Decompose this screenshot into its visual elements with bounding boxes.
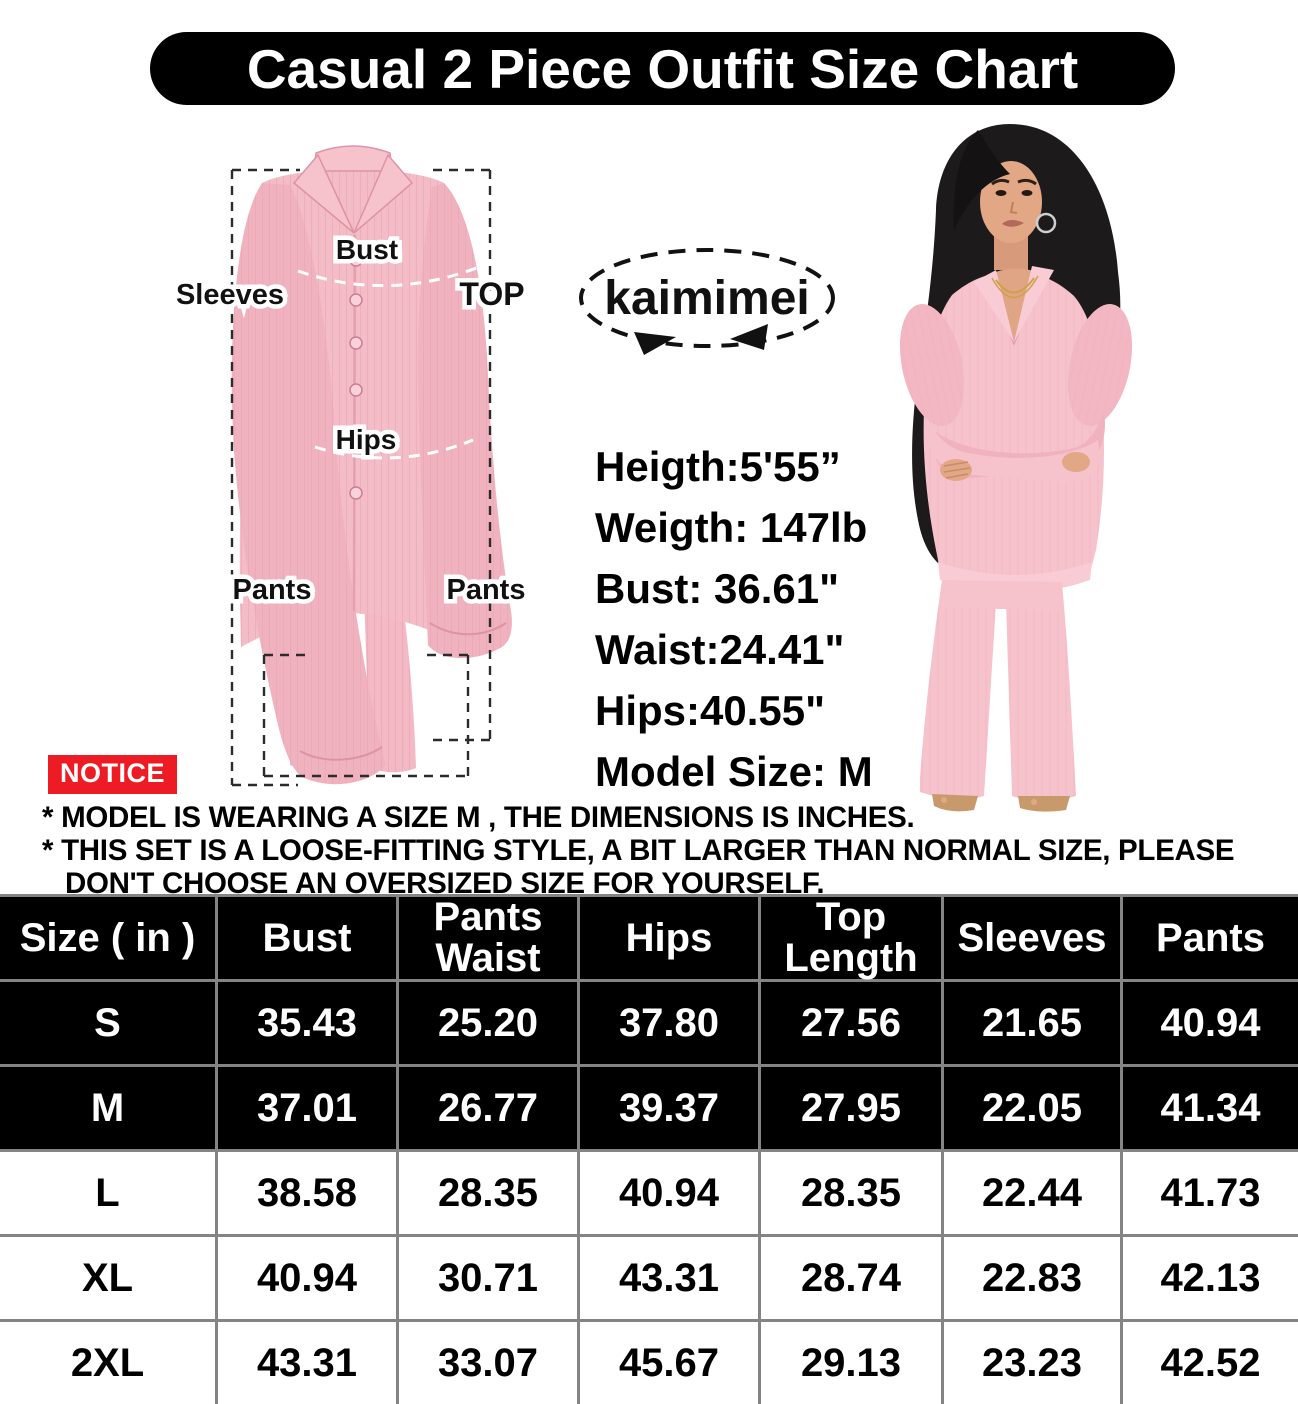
cell-size: XL: [0, 1237, 215, 1319]
model-measurements: Heigth:5'55” Weigth: 147lb Bust: 36.61" …: [595, 436, 873, 802]
cell-value: 39.37: [580, 1067, 758, 1149]
title-banner: Casual 2 Piece Outfit Size Chart: [150, 32, 1175, 105]
cell-value: 21.65: [944, 982, 1120, 1064]
cell-value: 22.83: [944, 1237, 1120, 1319]
cell-value: 41.73: [1123, 1152, 1298, 1234]
cell-value: 42.52: [1123, 1322, 1298, 1404]
cell-value: 40.94: [218, 1237, 396, 1319]
cell-value: 22.05: [944, 1067, 1120, 1149]
page-title: Casual 2 Piece Outfit Size Chart: [246, 37, 1079, 100]
cell-value: 43.31: [580, 1237, 758, 1319]
cell-size: M: [0, 1067, 215, 1149]
hips-label: Hips: [336, 424, 397, 455]
cell-value: 27.56: [761, 982, 941, 1064]
garment-diagram: Bust Sleeves TOP Hips Pants Pants: [171, 145, 530, 787]
crossed-arms: [927, 410, 1105, 482]
logo-left-arrow: [634, 332, 676, 355]
cell-size: 2XL: [0, 1322, 215, 1404]
col-header-pants-waist: Pants Waist: [399, 897, 577, 979]
sleeves-label: Sleeves: [176, 279, 284, 311]
model-top: [899, 266, 1133, 592]
brand-name: kaimimei: [604, 272, 809, 325]
bust-measure-line: [297, 263, 485, 288]
cell-value: 22.44: [944, 1152, 1120, 1234]
logo-right-arrow: [730, 324, 768, 350]
pants-right-label: Pants: [447, 574, 526, 606]
cell-value: 27.95: [761, 1067, 941, 1149]
cell-value: 23.23: [944, 1322, 1120, 1404]
cell-value: 37.01: [218, 1067, 396, 1149]
pants-bracket: [262, 653, 470, 778]
hips-measure-line: [314, 438, 474, 460]
cell-value: 40.94: [1123, 982, 1298, 1064]
model-pants: [920, 580, 1076, 801]
col-header-top-length: Top Length: [761, 897, 941, 979]
col-header-pants: Pants: [1123, 897, 1298, 979]
cell-value: 28.35: [399, 1152, 577, 1234]
model-hair-front: [953, 130, 1010, 230]
model-photo: [899, 124, 1133, 812]
cell-value: 37.80: [580, 982, 758, 1064]
cell-value: 28.35: [761, 1152, 941, 1234]
cell-value: 43.31: [218, 1322, 396, 1404]
notice-badge-label: NOTICE: [60, 758, 166, 788]
model-bust: Bust: 36.61": [595, 565, 840, 612]
col-header-sleeves: Sleeves: [944, 897, 1120, 979]
cell-value: 42.13: [1123, 1237, 1298, 1319]
col-header-bust: Bust: [218, 897, 396, 979]
cell-value: 26.77: [399, 1067, 577, 1149]
brand-logo: kaimimei: [579, 248, 835, 355]
necklace-icon: [995, 277, 1035, 294]
cell-size: S: [0, 982, 215, 1064]
logo-dashed-ellipse: [579, 248, 835, 348]
model-hips: Hips:40.55": [595, 687, 826, 734]
bust-label: Bust: [336, 234, 398, 265]
cell-value: 41.34: [1123, 1067, 1298, 1149]
col-header-size: Size ( in ): [0, 897, 215, 979]
top-label: TOP: [459, 276, 524, 312]
cell-value: 30.71: [399, 1237, 577, 1319]
cell-value: 28.74: [761, 1237, 941, 1319]
cell-value: 25.20: [399, 982, 577, 1064]
cell-value: 33.07: [399, 1322, 577, 1404]
model-weight: Weigth: 147lb: [595, 504, 868, 551]
model-sandals: [932, 794, 1070, 812]
size-table: Size ( in ) Bust Pants Waist Hips Top Le…: [0, 894, 1298, 1404]
cell-value: 40.94: [580, 1152, 758, 1234]
top-bracket: [432, 168, 492, 742]
pants-left-label: Pants: [233, 574, 312, 606]
earring-icon: [1035, 212, 1057, 234]
sleeves-bracket: [230, 168, 300, 787]
cell-value: 29.13: [761, 1322, 941, 1404]
notice-text: * MODEL IS WEARING A SIZE M , THE DIMENS…: [42, 801, 1292, 900]
cell-value: 35.43: [218, 982, 396, 1064]
top-illustration: [231, 145, 512, 785]
cell-value: 38.58: [218, 1152, 396, 1234]
notice-badge: NOTICE: [48, 755, 178, 794]
model-size: Model Size: M: [595, 748, 873, 795]
cell-size: L: [0, 1152, 215, 1234]
model-face: [980, 161, 1057, 270]
cell-value: 45.67: [580, 1322, 758, 1404]
notice-line-2: * THIS SET IS A LOOSE-FITTING STYLE, A B…: [42, 834, 1235, 867]
model-height: Heigth:5'55”: [595, 443, 841, 490]
col-header-hips: Hips: [580, 897, 758, 979]
model-waist: Waist:24.41": [595, 626, 845, 673]
notice-line-1: * MODEL IS WEARING A SIZE M , THE DIMENS…: [42, 801, 915, 834]
